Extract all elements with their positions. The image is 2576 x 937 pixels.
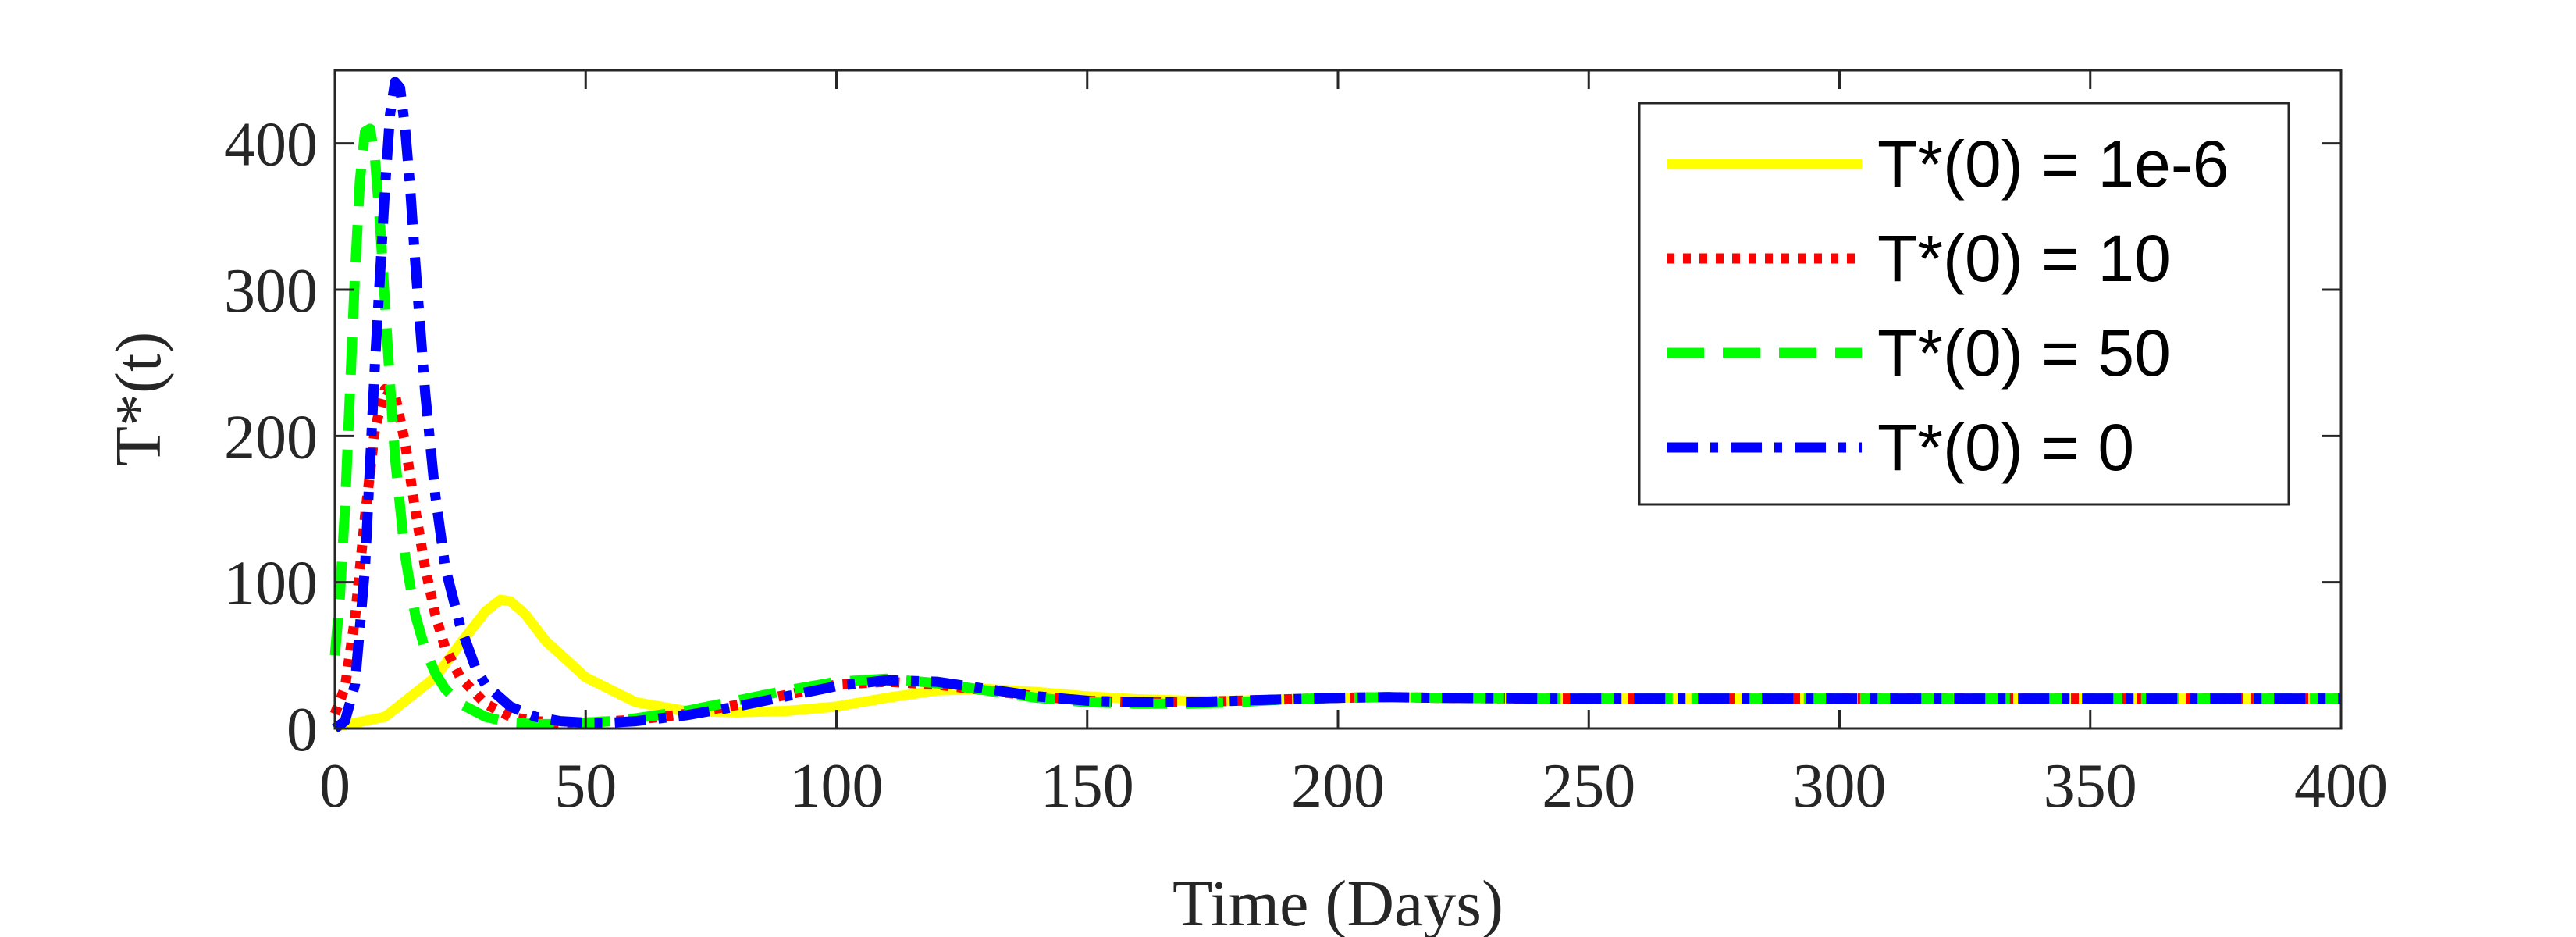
x-tick-label: 50 — [554, 752, 617, 821]
y-tick-label: 300 — [224, 257, 318, 326]
legend-label-3: T*(0) = 50 — [1877, 316, 2171, 390]
legend-items: T*(0) = 1e-6 T*(0) = 10 T*(0) = 50 T*(0) = … — [1667, 127, 2229, 484]
x-tick-label: 400 — [2294, 752, 2388, 821]
legend: T*(0) = 1e-6 T*(0) = 10 T*(0) = 50 T*(0) = … — [1638, 102, 2290, 506]
x-tick-label: 250 — [1542, 752, 1635, 821]
series-line-2 — [329, 383, 2341, 728]
x-axis-label: Time (Days) — [1172, 868, 1503, 937]
x-tick-label: 0 — [319, 752, 350, 821]
x-tick-label: 150 — [1041, 752, 1134, 821]
x-tick-label: 300 — [1793, 752, 1887, 821]
y-tick-label: 400 — [224, 111, 318, 180]
legend-label-4: T*(0) = 0 — [1877, 411, 2134, 484]
legend-box — [1638, 102, 2290, 506]
ticks-layer: 0 50 100 150 200 250 300 350 400 0 100 200 300 400 — [224, 70, 2388, 821]
legend-label-1: T*(0) = 1e-6 — [1877, 127, 2229, 201]
x-tick-label: 100 — [790, 752, 884, 821]
y-axis-label: T*(t) — [102, 332, 175, 467]
legend-label-2: T*(0) = 10 — [1877, 222, 2171, 295]
series-line-4 — [332, 77, 2341, 733]
y-tick-label: 100 — [224, 550, 318, 618]
y-tick-label: 0 — [286, 696, 318, 764]
x-tick-label: 350 — [2044, 752, 2137, 821]
y-tick-label: 200 — [224, 403, 318, 472]
series-layer — [329, 77, 2341, 733]
x-tick-label: 200 — [1291, 752, 1385, 821]
